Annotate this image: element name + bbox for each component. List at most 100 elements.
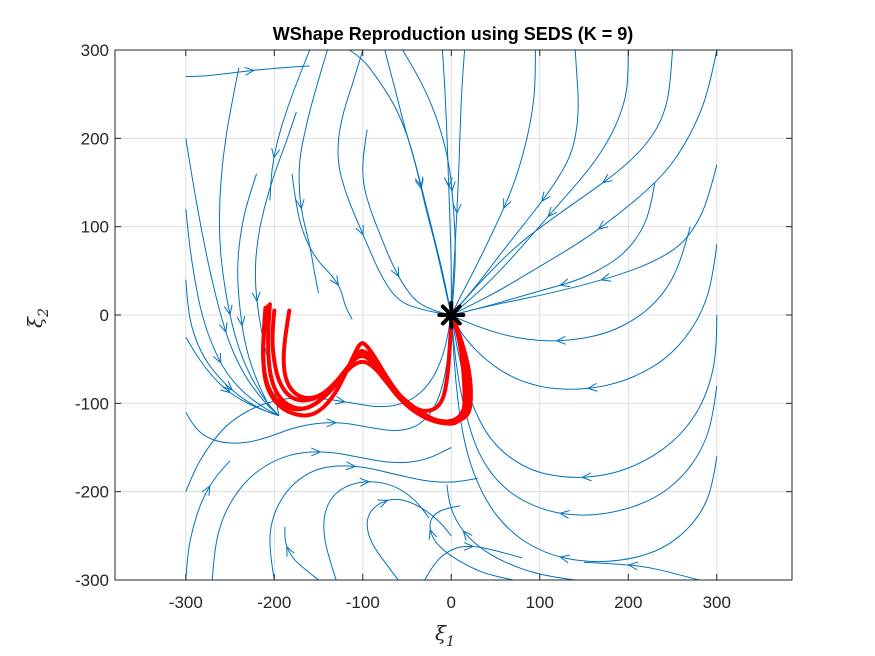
streamline-arrow <box>597 220 609 230</box>
streamline-arrow <box>326 418 338 428</box>
streamline <box>450 49 466 316</box>
streamline-arrow <box>359 477 371 487</box>
x-tick-label: 100 <box>526 593 554 612</box>
streamline-arrow <box>559 278 571 288</box>
streamline-arrow <box>503 198 512 210</box>
streamline-arrow <box>601 173 613 184</box>
streamline <box>337 49 452 316</box>
streamline-arrow <box>311 447 322 457</box>
streamline-arrow <box>345 461 357 471</box>
y-tick-label: -100 <box>75 394 109 413</box>
streamline <box>450 49 536 316</box>
streamline <box>211 447 452 581</box>
streamline-arrow <box>244 66 256 76</box>
demonstration-trajectory <box>261 305 471 426</box>
target-star-stroke <box>440 304 462 326</box>
y-axis-label-subscript: 2 <box>36 308 52 318</box>
streamline <box>269 465 478 581</box>
tick-layer: -300 -200 -100 0 100 200 300 300 200 100 0 -100 -200… <box>75 41 792 612</box>
x-tick-label: -300 <box>169 593 203 612</box>
streamline <box>450 49 579 316</box>
streamline <box>269 49 311 201</box>
y-tick-label: -200 <box>75 483 109 502</box>
x-axis-label: ξ1 <box>435 621 455 650</box>
streamline-arrow <box>377 499 389 508</box>
streamline <box>451 226 691 342</box>
streamline <box>323 481 430 581</box>
streamline-arrow <box>580 472 592 482</box>
streamline <box>185 460 231 581</box>
x-tick-label: 300 <box>703 593 731 612</box>
streamline <box>429 505 514 581</box>
x-tick-label: 200 <box>614 593 642 612</box>
y-tick-label: 100 <box>81 218 109 237</box>
streamline-arrow <box>586 382 598 392</box>
streamline <box>402 49 456 316</box>
y-tick-label: -300 <box>75 571 109 590</box>
streamline <box>451 182 656 316</box>
streamline-arrow <box>600 273 612 282</box>
streamline-arrow <box>219 322 228 334</box>
streamline <box>583 561 700 581</box>
y-axis-label: ξ2 <box>23 308 52 328</box>
x-axis-label-symbol: ξ <box>435 621 447 645</box>
chart-title: WShape Reproduction using SEDS (K = 9) <box>273 24 634 44</box>
streamline <box>185 336 279 417</box>
x-tick-label: -100 <box>346 593 380 612</box>
streamline-arrow <box>201 484 211 496</box>
streamline <box>185 138 280 417</box>
streamline-arrow <box>558 554 570 564</box>
streamline-arrow <box>452 203 462 215</box>
streamline <box>451 164 718 316</box>
streamline <box>450 314 718 478</box>
streamline-arrow <box>251 291 261 303</box>
streamline-arrow <box>555 335 566 345</box>
streamline-arrow <box>390 266 400 278</box>
streamline <box>384 49 452 316</box>
x-tick-label: 0 <box>447 593 456 612</box>
streamline-arrow <box>222 380 234 391</box>
streamline-arrow <box>462 530 473 541</box>
streamline-arrow <box>443 177 453 188</box>
streamline <box>284 527 319 581</box>
streamline-arrow <box>220 383 231 394</box>
streamline <box>451 49 718 316</box>
streamline-arrow <box>271 148 281 159</box>
streamline-arrow <box>558 510 570 519</box>
streamline <box>185 208 279 417</box>
streamline-arrow <box>414 178 424 190</box>
y-tick-label: 300 <box>81 41 109 60</box>
streamline-arrow <box>329 275 340 287</box>
streamline-arrow <box>541 191 551 203</box>
streamline-arrow <box>295 198 305 210</box>
streamline <box>291 173 353 320</box>
x-tick-label: -200 <box>257 593 291 612</box>
streamline-arrow <box>428 528 438 540</box>
streamline-arrow <box>334 395 346 405</box>
streamline <box>450 49 673 316</box>
streamline-arrow <box>236 315 246 327</box>
streamline-arrow <box>212 352 222 364</box>
streamline-arrow <box>547 206 558 218</box>
streamline <box>450 244 718 390</box>
streamline <box>450 314 718 516</box>
target-marker <box>437 301 466 329</box>
y-axis-label-symbol: ξ <box>23 316 47 328</box>
streamline <box>185 65 310 77</box>
y-tick-label: 200 <box>81 129 109 148</box>
streamline-arrow <box>286 545 295 557</box>
demonstration-layer <box>261 302 473 426</box>
streamline <box>362 129 452 316</box>
streamline <box>237 173 271 409</box>
streamline <box>185 279 279 417</box>
streamline-arrow <box>463 541 475 551</box>
streamline-layer <box>185 49 718 581</box>
streamline-arrow <box>355 224 364 236</box>
streamline <box>441 49 452 315</box>
streamline <box>298 49 328 293</box>
streamline <box>446 484 576 581</box>
streamline <box>424 545 523 581</box>
streamline <box>185 314 452 444</box>
x-axis-label-subscript: 1 <box>446 634 455 650</box>
